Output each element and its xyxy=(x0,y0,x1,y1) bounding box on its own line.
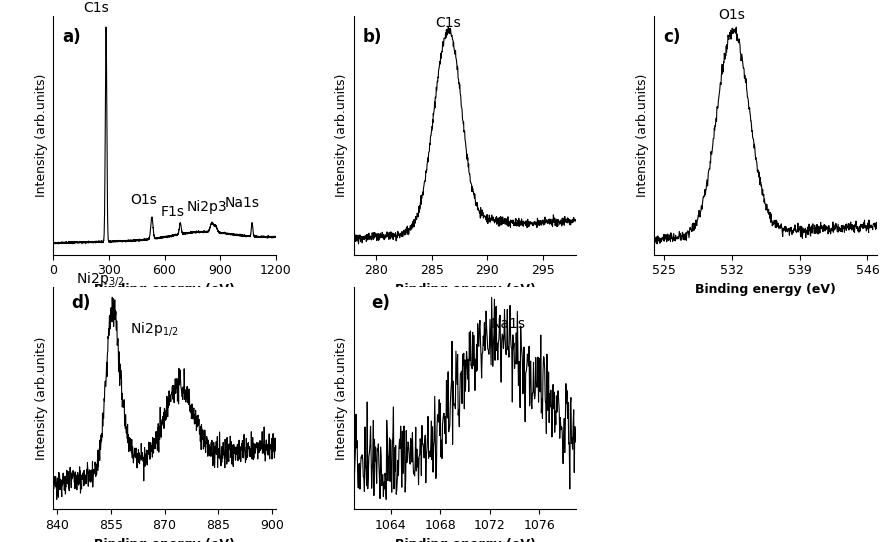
Text: Ni2p$_{1/2}$: Ni2p$_{1/2}$ xyxy=(129,320,178,338)
Text: c): c) xyxy=(664,28,680,46)
X-axis label: Binding energy (eV): Binding energy (eV) xyxy=(394,538,536,542)
Y-axis label: Intensity (arb.units): Intensity (arb.units) xyxy=(335,74,348,197)
Y-axis label: Intensity (arb.units): Intensity (arb.units) xyxy=(335,337,348,460)
Text: d): d) xyxy=(71,294,90,312)
Text: O1s: O1s xyxy=(130,193,158,208)
Text: Ni2p$_{3/2}$: Ni2p$_{3/2}$ xyxy=(75,269,124,288)
Text: Ni2p3: Ni2p3 xyxy=(187,199,228,214)
X-axis label: Binding energy (eV): Binding energy (eV) xyxy=(696,283,836,296)
Text: b): b) xyxy=(362,28,382,46)
Text: C1s: C1s xyxy=(436,16,462,30)
Text: O1s: O1s xyxy=(719,8,745,22)
X-axis label: Binding energy (eV): Binding energy (eV) xyxy=(394,283,536,296)
X-axis label: Binding energy (eV): Binding energy (eV) xyxy=(94,283,235,296)
Y-axis label: Intensity (arb.units): Intensity (arb.units) xyxy=(35,74,48,197)
Text: a): a) xyxy=(62,28,81,46)
X-axis label: Binding energy (eV): Binding energy (eV) xyxy=(94,538,235,542)
Y-axis label: Intensity (arb.units): Intensity (arb.units) xyxy=(636,74,649,197)
Text: Na1s: Na1s xyxy=(491,317,526,331)
Y-axis label: Intensity (arb.units): Intensity (arb.units) xyxy=(35,337,48,460)
Text: F1s: F1s xyxy=(161,204,185,218)
Text: Na1s: Na1s xyxy=(225,196,260,210)
Text: e): e) xyxy=(371,294,391,312)
Text: C1s: C1s xyxy=(83,1,109,15)
